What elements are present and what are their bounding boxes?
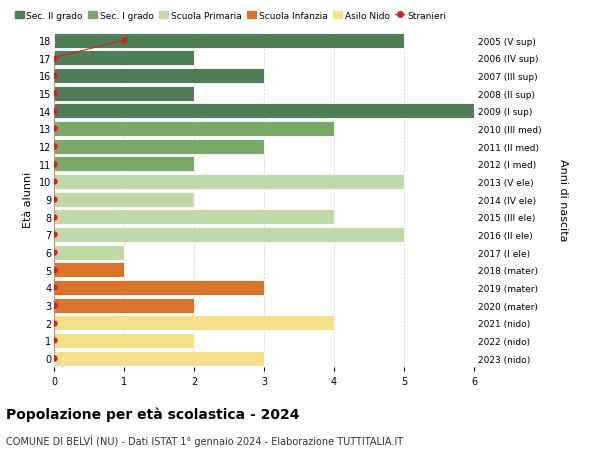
Y-axis label: Anni di nascita: Anni di nascita	[559, 158, 568, 241]
Bar	[54, 351, 264, 366]
Y-axis label: Età alunni: Età alunni	[23, 172, 33, 228]
Bar	[54, 210, 334, 225]
Text: Popolazione per età scolastica - 2024: Popolazione per età scolastica - 2024	[6, 406, 299, 421]
Bar	[54, 280, 264, 295]
Legend: Sec. II grado, Sec. I grado, Scuola Primaria, Scuola Infanzia, Asilo Nido, Stran: Sec. II grado, Sec. I grado, Scuola Prim…	[11, 8, 449, 24]
Bar	[54, 263, 124, 278]
Bar	[54, 51, 194, 66]
Bar	[54, 139, 264, 154]
Bar	[54, 104, 474, 119]
Bar	[54, 157, 194, 172]
Bar	[54, 298, 194, 313]
Bar	[54, 122, 334, 137]
Bar	[54, 34, 404, 49]
Bar	[54, 228, 404, 242]
Bar	[54, 316, 334, 330]
Bar	[54, 333, 194, 348]
Bar	[54, 86, 194, 101]
Bar	[54, 192, 194, 207]
Bar	[54, 245, 124, 260]
Bar	[54, 69, 264, 84]
Bar	[54, 174, 404, 190]
Text: COMUNE DI BELVÌ (NU) - Dati ISTAT 1° gennaio 2024 - Elaborazione TUTTITALIA.IT: COMUNE DI BELVÌ (NU) - Dati ISTAT 1° gen…	[6, 434, 403, 446]
